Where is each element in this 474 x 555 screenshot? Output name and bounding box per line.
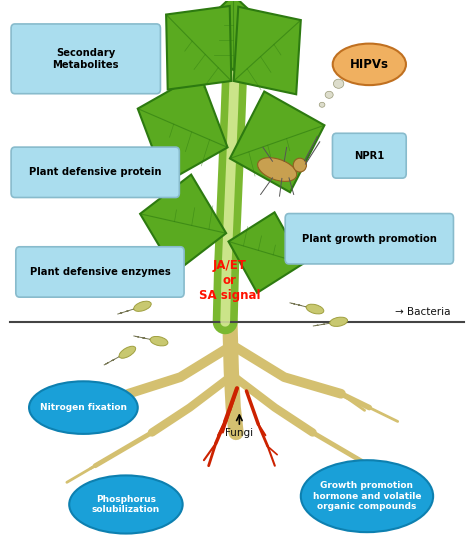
Ellipse shape xyxy=(306,304,324,314)
Text: Plant defensive enzymes: Plant defensive enzymes xyxy=(29,267,170,277)
Text: Fungi: Fungi xyxy=(225,427,254,437)
Text: NPR1: NPR1 xyxy=(354,151,384,161)
Polygon shape xyxy=(166,6,231,89)
Text: Growth promotion
hormone and volatile
organic compounds: Growth promotion hormone and volatile or… xyxy=(313,481,421,511)
Text: Plant growth promotion: Plant growth promotion xyxy=(302,234,437,244)
Ellipse shape xyxy=(325,91,333,98)
Ellipse shape xyxy=(119,346,136,358)
FancyBboxPatch shape xyxy=(11,147,179,198)
Text: Plant defensive protein: Plant defensive protein xyxy=(29,167,162,177)
Text: Nitrogen fixation: Nitrogen fixation xyxy=(40,403,127,412)
Text: HIPVs: HIPVs xyxy=(350,58,389,71)
Polygon shape xyxy=(228,213,303,293)
Ellipse shape xyxy=(150,336,168,346)
Ellipse shape xyxy=(319,102,325,107)
FancyBboxPatch shape xyxy=(16,247,184,297)
Ellipse shape xyxy=(69,476,182,533)
FancyBboxPatch shape xyxy=(332,133,406,178)
Text: Phosphorus
solubilization: Phosphorus solubilization xyxy=(92,495,160,514)
Text: → Bacteria: → Bacteria xyxy=(395,307,451,317)
Ellipse shape xyxy=(134,301,151,311)
Polygon shape xyxy=(230,92,324,192)
FancyBboxPatch shape xyxy=(285,214,454,264)
Text: JA/ET
or
SA signal: JA/ET or SA signal xyxy=(199,259,261,302)
Polygon shape xyxy=(234,7,301,94)
Ellipse shape xyxy=(333,79,344,88)
Ellipse shape xyxy=(333,44,406,85)
Polygon shape xyxy=(193,0,273,70)
FancyBboxPatch shape xyxy=(11,24,160,94)
Ellipse shape xyxy=(293,158,307,172)
Ellipse shape xyxy=(301,460,433,532)
Ellipse shape xyxy=(330,317,347,326)
Ellipse shape xyxy=(29,381,138,434)
Text: Secondary
Metabolites: Secondary Metabolites xyxy=(53,48,119,69)
Polygon shape xyxy=(138,73,228,183)
Polygon shape xyxy=(140,175,226,273)
Ellipse shape xyxy=(258,158,297,181)
